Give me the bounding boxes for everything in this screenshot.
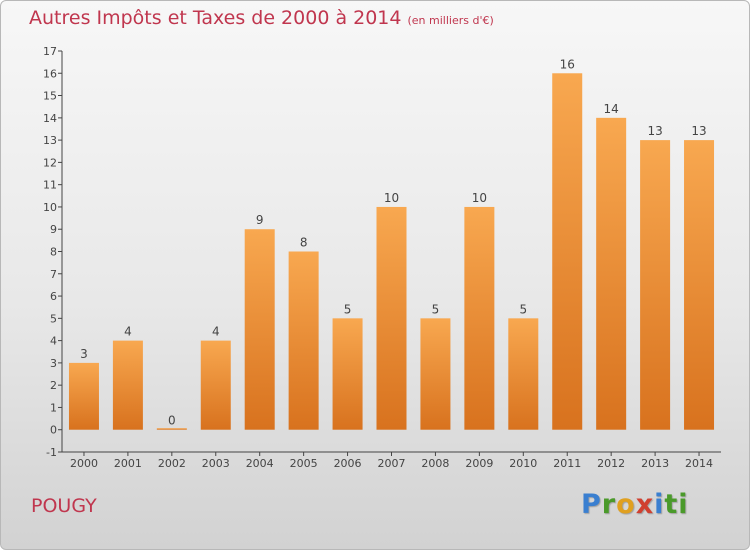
y-tick-label: 17 — [43, 45, 57, 58]
y-tick-label: 8 — [50, 246, 57, 259]
bar — [376, 206, 407, 430]
y-tick-label: 7 — [50, 268, 57, 281]
y-tick-label: 2 — [50, 379, 57, 392]
bar — [596, 117, 627, 430]
data-label: 10 — [472, 191, 487, 205]
bar — [244, 229, 275, 430]
data-label: 5 — [344, 302, 352, 316]
y-tick-label: 11 — [43, 179, 57, 192]
data-label: 13 — [691, 124, 706, 138]
data-label: 16 — [560, 57, 575, 71]
logo-letter: P — [581, 489, 602, 520]
y-tick-label: 3 — [50, 357, 57, 370]
x-tick-label: 2004 — [246, 457, 274, 470]
data-label: 10 — [384, 191, 399, 205]
bar — [420, 318, 451, 430]
y-tick-label: 15 — [43, 90, 57, 103]
chart-bars — [68, 73, 715, 430]
x-tick-label: 2008 — [421, 457, 449, 470]
data-label: 9 — [256, 213, 264, 227]
x-tick-label: 2002 — [158, 457, 186, 470]
data-label: 5 — [432, 302, 440, 316]
y-tick-label: 1 — [50, 401, 57, 414]
y-tick-label: 16 — [43, 67, 57, 80]
bar — [200, 340, 231, 430]
y-tick-label: 4 — [50, 335, 57, 348]
logo-letter: o — [616, 489, 636, 520]
data-label: 4 — [124, 325, 132, 339]
logo-letter: ti — [664, 489, 689, 520]
bar — [640, 140, 671, 430]
bar — [68, 362, 99, 430]
x-tick-label: 2001 — [114, 457, 142, 470]
logo-letter: i — [654, 489, 665, 520]
x-tick-label: 2013 — [641, 457, 669, 470]
x-tick-label: 2010 — [509, 457, 537, 470]
bar — [156, 428, 187, 430]
x-tick-label: 2005 — [290, 457, 318, 470]
commune-name: POUGY — [31, 495, 97, 517]
chart-title-text: Autres Impôts et Taxes de 2000 à 2014 — [29, 7, 402, 29]
bar — [112, 340, 143, 430]
x-tick-label: 2014 — [685, 457, 713, 470]
chart-data-labels: 3 4 0 4 9 8 5 10 5 10 5 16 14 13 13 — [80, 57, 707, 427]
bar — [684, 140, 715, 430]
logo-letter: r — [601, 489, 617, 520]
y-tick-label: 12 — [43, 156, 57, 169]
x-tick-label: 2006 — [334, 457, 362, 470]
data-label: 8 — [300, 236, 308, 250]
data-label: 3 — [80, 347, 88, 361]
bar — [288, 251, 319, 430]
data-label: 13 — [647, 124, 662, 138]
x-tick-label: 2011 — [553, 457, 581, 470]
y-tick-label: 14 — [43, 112, 57, 125]
data-label: 5 — [519, 302, 527, 316]
y-tick-label: 13 — [43, 134, 57, 147]
y-tick-label: -1 — [46, 446, 57, 459]
data-label: 4 — [212, 325, 220, 339]
bar — [332, 318, 363, 430]
data-label: 14 — [604, 102, 619, 116]
chart-title-unit: (en milliers d'€) — [407, 14, 494, 27]
data-label: 0 — [168, 414, 176, 428]
bar — [464, 206, 495, 430]
proxiti-logo: Proxiti — [581, 489, 689, 520]
x-tick-label: 2000 — [70, 457, 98, 470]
y-tick-label: 10 — [43, 201, 57, 214]
x-tick-label: 2003 — [202, 457, 230, 470]
x-tick-label: 2009 — [465, 457, 493, 470]
y-tick-label: 9 — [50, 223, 57, 236]
y-tick-label: 6 — [50, 290, 57, 303]
y-tick-label: 0 — [50, 424, 57, 437]
x-tick-label: 2007 — [378, 457, 406, 470]
x-tick-label: 2012 — [597, 457, 625, 470]
chart-title: Autres Impôts et Taxes de 2000 à 2014 (en… — [29, 7, 494, 29]
y-tick-label: 5 — [50, 312, 57, 325]
bar — [552, 73, 583, 430]
bar — [508, 318, 539, 430]
logo-letter: x — [635, 489, 655, 520]
